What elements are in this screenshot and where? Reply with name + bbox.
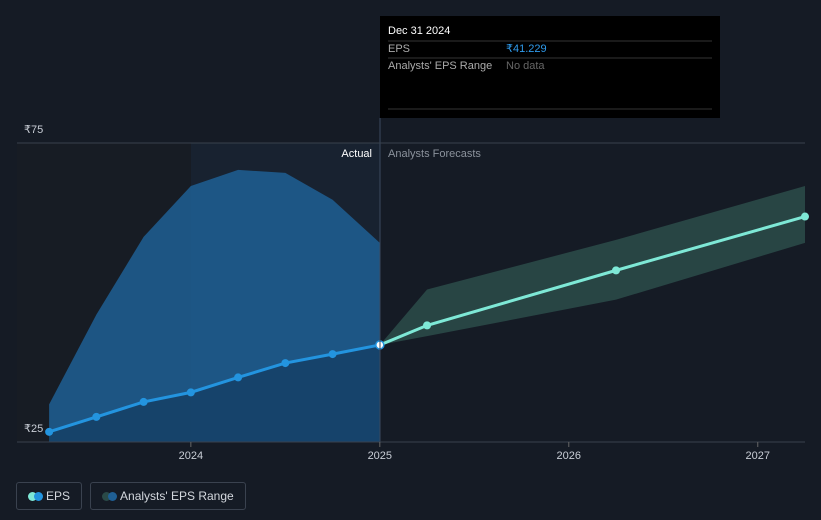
tooltip-range-label: Analysts' EPS Range (388, 60, 492, 72)
x-tick-label: 2024 (179, 450, 203, 462)
forecast-label: Analysts Forecasts (388, 148, 481, 160)
x-tick-label: 2027 (746, 450, 770, 462)
eps-point (139, 397, 148, 406)
tooltip-eps-value: ₹41.229 (506, 43, 547, 55)
legend-dot (102, 491, 112, 501)
tooltip: Dec 31 2024 EPS ₹41.229 Analysts' EPS Ra… (380, 16, 720, 118)
x-tick-label: 2025 (368, 450, 392, 462)
tooltip-range-value: No data (506, 60, 545, 72)
y-tick-label: ₹75 (24, 124, 43, 136)
tooltip-date: Dec 31 2024 (388, 25, 450, 37)
tooltip-eps-label: EPS (388, 43, 410, 55)
eps-underfill (49, 344, 380, 442)
legend: EPS Analysts' EPS Range (16, 482, 246, 510)
legend-dot (34, 491, 43, 501)
legend-label: EPS (46, 489, 71, 503)
legend-dot (28, 491, 37, 501)
legend-eps[interactable]: EPS (16, 482, 83, 510)
range-area (379, 186, 805, 345)
forecast-point (801, 212, 809, 221)
tooltip-box (380, 16, 720, 118)
eps-line (48, 343, 381, 434)
legend-label: Analysts' EPS Range (120, 489, 234, 503)
eps-point (186, 388, 195, 397)
eps-point (328, 350, 337, 359)
eps-point (234, 373, 243, 382)
forecast-point (612, 266, 621, 275)
legend-range[interactable]: Analysts' EPS Range (90, 482, 246, 510)
eps-point (45, 427, 54, 436)
forecast-line (379, 215, 806, 347)
actual-label: Actual (341, 148, 372, 160)
eps-point (92, 412, 101, 421)
y-tick-label: ₹25 (24, 423, 43, 435)
legend-dot (108, 491, 118, 501)
forecast-point (423, 321, 432, 330)
eps-point (281, 359, 290, 368)
x-tick-label: 2026 (557, 450, 581, 462)
